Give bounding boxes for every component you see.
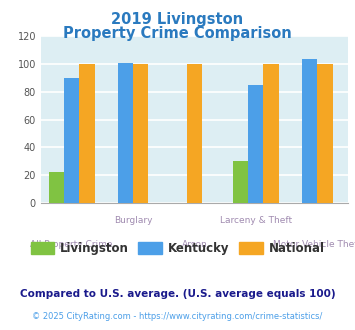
Text: Arson: Arson bbox=[181, 240, 207, 248]
Bar bbox=[79, 64, 94, 203]
Text: Burglary: Burglary bbox=[114, 216, 152, 225]
Text: 2019 Livingston: 2019 Livingston bbox=[111, 12, 244, 26]
Text: Motor Vehicle Theft: Motor Vehicle Theft bbox=[273, 240, 355, 248]
Text: Larceny & Theft: Larceny & Theft bbox=[220, 216, 292, 225]
Text: Compared to U.S. average. (U.S. average equals 100): Compared to U.S. average. (U.S. average … bbox=[20, 289, 335, 299]
Bar bbox=[118, 63, 133, 203]
Text: All Property Crime: All Property Crime bbox=[30, 240, 113, 248]
Bar bbox=[263, 64, 279, 203]
Bar bbox=[317, 64, 333, 203]
Legend: Livingston, Kentucky, National: Livingston, Kentucky, National bbox=[26, 237, 329, 260]
Bar bbox=[187, 64, 202, 203]
Bar bbox=[64, 78, 79, 203]
Bar bbox=[248, 85, 263, 203]
Text: © 2025 CityRating.com - https://www.cityrating.com/crime-statistics/: © 2025 CityRating.com - https://www.city… bbox=[32, 312, 323, 321]
Bar bbox=[49, 172, 64, 203]
Bar bbox=[233, 161, 248, 203]
Bar bbox=[133, 64, 148, 203]
Text: Property Crime Comparison: Property Crime Comparison bbox=[63, 26, 292, 41]
Bar bbox=[302, 58, 317, 203]
